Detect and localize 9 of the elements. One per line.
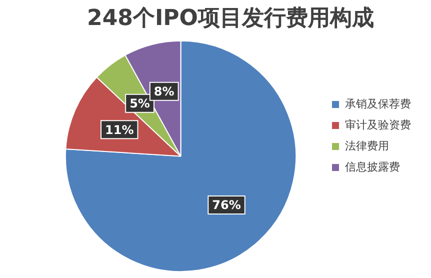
chart-title: 248个IPO项目发行费用构成: [87, 6, 374, 31]
data-label: 76%: [212, 198, 241, 212]
legend-label: 审计及验资费: [345, 118, 411, 132]
data-label: 5%: [130, 96, 150, 110]
data-label: 8%: [154, 84, 174, 99]
data-label: 11%: [105, 122, 134, 137]
legend-label: 法律费用: [345, 139, 389, 152]
legend-label: 承销及保荐费: [345, 97, 411, 110]
legend-label: 信息披露费: [345, 160, 400, 174]
